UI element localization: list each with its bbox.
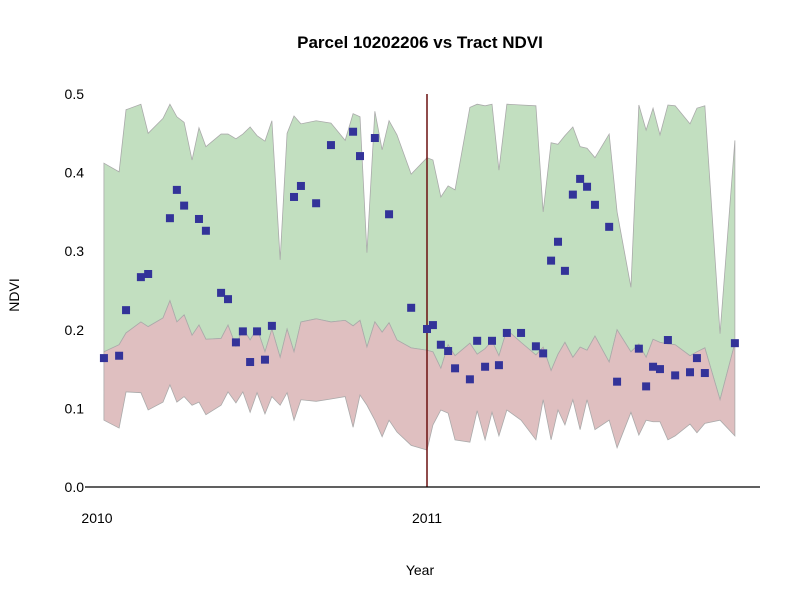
- y-tick-label: 0.1: [65, 400, 85, 416]
- data-point: [224, 295, 233, 304]
- data-point: [473, 336, 482, 345]
- data-point: [428, 321, 437, 330]
- data-point: [165, 214, 174, 223]
- data-point: [671, 371, 680, 380]
- ndvi-bands: [103, 103, 736, 451]
- y-tick-label: 0.2: [65, 322, 85, 338]
- data-point: [692, 354, 701, 363]
- data-point: [494, 361, 503, 370]
- y-axis-ticks: 0.0 0.1 0.2 0.3 0.4 0.5: [65, 86, 85, 495]
- data-point: [122, 306, 131, 315]
- data-point: [99, 354, 108, 363]
- data-point: [385, 210, 394, 219]
- data-point: [451, 364, 460, 373]
- data-point: [423, 325, 431, 334]
- y-tick-label: 0.4: [65, 165, 85, 181]
- parcel-points: [99, 127, 739, 391]
- data-point: [590, 200, 599, 209]
- x-tick-label: 2011: [412, 510, 442, 526]
- chart-title: Parcel 10202206 vs Tract NDVI: [297, 33, 543, 52]
- data-point: [231, 338, 240, 347]
- data-point: [465, 375, 474, 384]
- data-point: [576, 174, 585, 183]
- data-point: [539, 349, 548, 358]
- data-point: [481, 362, 490, 371]
- data-point: [253, 327, 262, 336]
- data-point: [246, 358, 255, 367]
- data-point: [349, 127, 358, 136]
- data-point: [568, 190, 577, 199]
- data-point: [238, 327, 247, 336]
- data-point: [547, 256, 556, 265]
- data-point: [267, 321, 276, 330]
- data-point: [613, 377, 622, 386]
- data-point: [605, 222, 614, 231]
- data-point: [326, 141, 335, 150]
- data-point: [296, 181, 305, 190]
- data-point: [583, 182, 592, 191]
- data-point: [634, 344, 643, 353]
- data-point: [180, 201, 189, 210]
- data-point: [312, 199, 321, 208]
- data-point: [488, 336, 497, 345]
- data-point: [201, 226, 210, 235]
- y-tick-label: 0.0: [65, 479, 85, 495]
- data-point: [655, 365, 664, 374]
- data-point: [260, 355, 269, 364]
- x-tick-label: 2010: [81, 510, 112, 526]
- data-point: [663, 336, 672, 345]
- data-point: [217, 288, 226, 297]
- data-point: [730, 339, 739, 348]
- data-point: [649, 362, 658, 371]
- y-tick-label: 0.3: [65, 243, 85, 259]
- data-point: [356, 152, 365, 161]
- data-point: [407, 303, 416, 312]
- y-axis-label: NDVI: [6, 278, 22, 311]
- data-point: [194, 214, 203, 223]
- x-axis-label: Year: [406, 562, 435, 578]
- lower-band: [103, 299, 736, 451]
- data-point: [136, 273, 145, 282]
- data-point: [444, 347, 453, 356]
- data-point: [700, 369, 709, 378]
- x-axis-ticks: 2010 2011: [81, 510, 442, 526]
- data-point: [517, 328, 526, 337]
- data-point: [554, 237, 563, 246]
- data-point: [502, 328, 511, 337]
- y-tick-label: 0.5: [65, 86, 85, 102]
- data-point: [531, 342, 540, 351]
- data-point: [560, 266, 569, 275]
- data-point: [642, 382, 651, 391]
- data-point: [686, 368, 695, 377]
- data-point: [436, 340, 445, 349]
- data-point: [370, 134, 379, 143]
- data-point: [115, 351, 124, 360]
- data-point: [144, 269, 153, 278]
- data-point: [290, 192, 299, 201]
- data-point: [172, 185, 181, 194]
